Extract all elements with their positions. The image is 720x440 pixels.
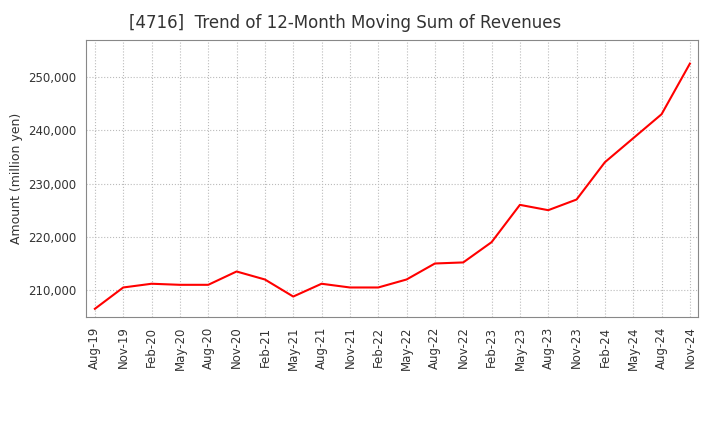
Y-axis label: Amount (million yen): Amount (million yen) (10, 113, 23, 244)
Text: [4716]  Trend of 12-Month Moving Sum of Revenues: [4716] Trend of 12-Month Moving Sum of R… (130, 15, 562, 33)
